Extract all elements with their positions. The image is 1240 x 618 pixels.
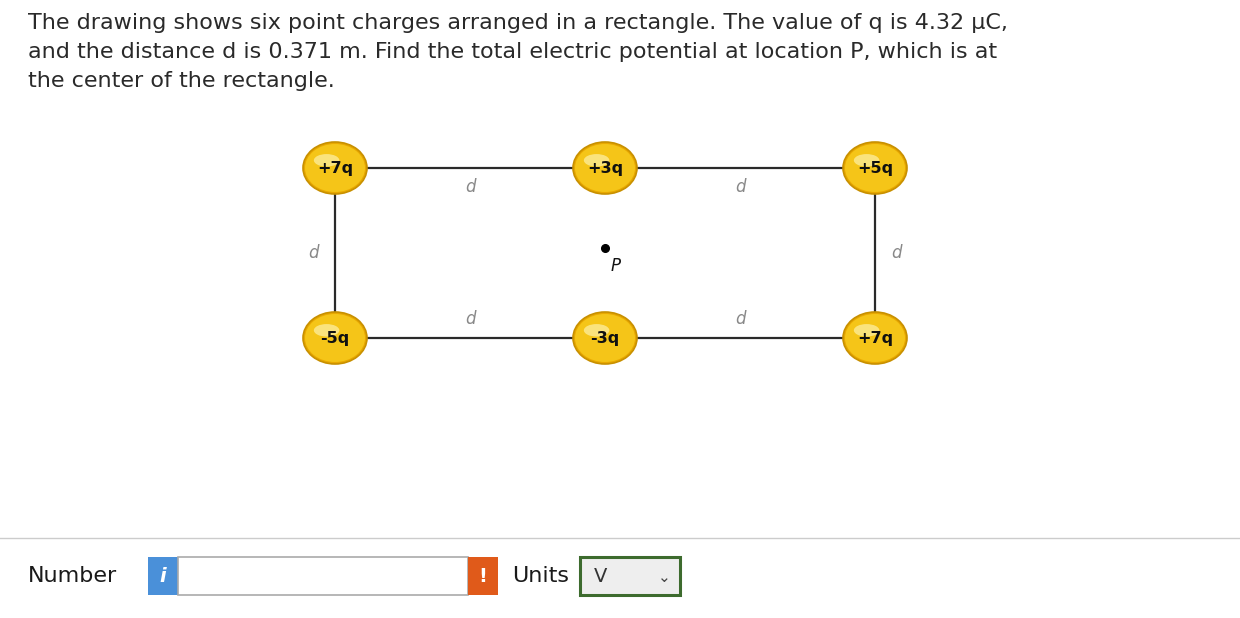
- FancyBboxPatch shape: [580, 557, 680, 595]
- Ellipse shape: [314, 154, 340, 167]
- Ellipse shape: [584, 324, 609, 337]
- Ellipse shape: [854, 324, 879, 337]
- Text: d: d: [735, 178, 745, 196]
- Ellipse shape: [844, 314, 905, 362]
- Text: +7q: +7q: [857, 331, 893, 345]
- Ellipse shape: [573, 312, 637, 364]
- Text: V: V: [594, 567, 608, 585]
- Ellipse shape: [314, 324, 340, 337]
- Text: -3q: -3q: [590, 331, 620, 345]
- Ellipse shape: [575, 144, 635, 192]
- Text: -5q: -5q: [320, 331, 350, 345]
- Text: d: d: [465, 310, 475, 328]
- Ellipse shape: [303, 312, 367, 364]
- Text: d: d: [892, 244, 901, 262]
- Ellipse shape: [573, 142, 637, 194]
- Text: +7q: +7q: [317, 161, 353, 176]
- Ellipse shape: [575, 314, 635, 362]
- Ellipse shape: [843, 142, 906, 194]
- Text: The drawing shows six point charges arranged in a rectangle. The value of q is 4: The drawing shows six point charges arra…: [29, 13, 1008, 91]
- Text: Number: Number: [29, 566, 118, 586]
- Text: d: d: [735, 310, 745, 328]
- FancyBboxPatch shape: [467, 557, 498, 595]
- Text: i: i: [160, 567, 166, 585]
- Text: +3q: +3q: [587, 161, 622, 176]
- FancyBboxPatch shape: [179, 557, 467, 595]
- Ellipse shape: [305, 144, 365, 192]
- Text: d: d: [309, 244, 319, 262]
- Ellipse shape: [843, 312, 906, 364]
- Text: !: !: [479, 567, 487, 585]
- Ellipse shape: [303, 142, 367, 194]
- Ellipse shape: [854, 154, 879, 167]
- Text: d: d: [465, 178, 475, 196]
- Text: +5q: +5q: [857, 161, 893, 176]
- FancyBboxPatch shape: [148, 557, 179, 595]
- Ellipse shape: [305, 314, 365, 362]
- Text: ⌄: ⌄: [657, 570, 671, 585]
- Ellipse shape: [844, 144, 905, 192]
- Ellipse shape: [584, 154, 609, 167]
- Text: Units: Units: [512, 566, 569, 586]
- Text: P: P: [611, 257, 621, 275]
